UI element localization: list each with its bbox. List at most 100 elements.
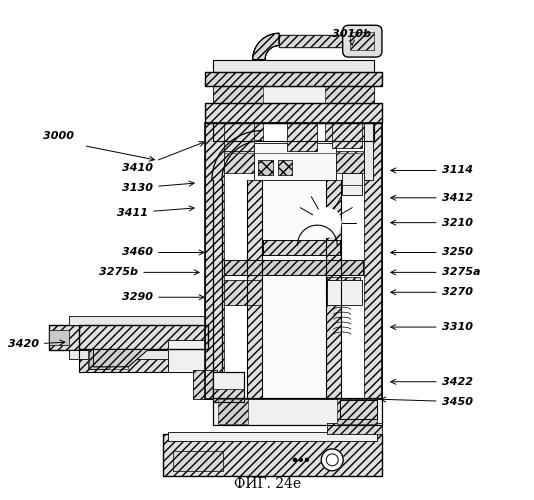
Bar: [213, 372, 244, 402]
Bar: [279, 34, 358, 47]
Circle shape: [305, 458, 308, 462]
Circle shape: [294, 458, 296, 462]
Text: 3275a: 3275a: [391, 268, 480, 278]
Bar: [257, 160, 272, 176]
Bar: [326, 180, 341, 399]
Bar: [224, 123, 254, 150]
Bar: [205, 104, 382, 123]
Text: 3412: 3412: [391, 193, 473, 203]
Bar: [163, 434, 382, 476]
Bar: [213, 389, 244, 402]
Text: 3450: 3450: [381, 396, 473, 406]
Bar: [173, 452, 223, 471]
Bar: [332, 123, 362, 148]
Bar: [257, 160, 272, 176]
Bar: [224, 260, 363, 275]
Bar: [193, 370, 217, 399]
Bar: [327, 278, 359, 290]
Bar: [337, 399, 377, 424]
Bar: [49, 330, 69, 345]
Bar: [364, 123, 382, 399]
Bar: [78, 324, 208, 349]
Bar: [69, 350, 218, 360]
Circle shape: [300, 458, 302, 462]
Bar: [69, 316, 213, 324]
Bar: [224, 280, 262, 304]
Circle shape: [311, 208, 341, 238]
Text: 3420: 3420: [8, 340, 65, 349]
Bar: [213, 398, 382, 425]
Bar: [340, 400, 377, 419]
Bar: [213, 398, 382, 425]
Bar: [213, 60, 374, 72]
Bar: [78, 324, 208, 349]
Bar: [332, 123, 362, 148]
Circle shape: [321, 449, 343, 471]
Bar: [218, 399, 248, 424]
Text: 3210: 3210: [391, 218, 473, 228]
Bar: [205, 123, 382, 399]
Text: 3250: 3250: [391, 248, 473, 258]
Bar: [49, 324, 218, 350]
Bar: [213, 372, 244, 402]
Bar: [327, 278, 359, 290]
Bar: [224, 123, 254, 150]
Bar: [193, 370, 217, 399]
Text: ФИГ. 24e: ФИГ. 24e: [234, 477, 301, 491]
Bar: [263, 240, 340, 255]
Bar: [350, 32, 374, 50]
Text: 3410: 3410: [122, 142, 205, 173]
Bar: [163, 434, 382, 476]
Bar: [279, 34, 358, 47]
Bar: [173, 452, 223, 471]
Bar: [287, 123, 317, 150]
Text: 3010b: 3010b: [332, 28, 371, 45]
Bar: [213, 123, 374, 140]
Text: 3000: 3000: [43, 130, 74, 140]
Polygon shape: [89, 350, 128, 370]
Bar: [278, 160, 293, 176]
Bar: [49, 324, 218, 350]
Bar: [278, 160, 293, 176]
Bar: [325, 86, 374, 104]
Bar: [263, 240, 340, 255]
Bar: [327, 423, 382, 434]
Bar: [78, 349, 218, 372]
Bar: [89, 350, 128, 370]
Bar: [224, 260, 363, 275]
Bar: [336, 150, 364, 173]
Bar: [205, 123, 224, 399]
Text: 3270: 3270: [391, 288, 473, 298]
Bar: [213, 123, 263, 140]
Bar: [205, 72, 382, 86]
Bar: [168, 340, 218, 372]
Bar: [262, 180, 326, 399]
Bar: [327, 280, 362, 304]
Bar: [247, 180, 262, 399]
FancyBboxPatch shape: [343, 26, 382, 57]
Text: 3114: 3114: [391, 166, 473, 175]
Bar: [287, 123, 317, 150]
Text: 3310: 3310: [391, 322, 473, 332]
Text: 3130: 3130: [122, 181, 194, 193]
Bar: [205, 72, 382, 86]
Bar: [342, 173, 362, 196]
Polygon shape: [253, 33, 279, 60]
Bar: [254, 143, 336, 180]
Bar: [325, 123, 374, 140]
Bar: [205, 104, 382, 123]
Bar: [224, 280, 262, 304]
Bar: [213, 86, 263, 104]
Bar: [224, 150, 254, 173]
Bar: [168, 432, 377, 442]
Bar: [327, 423, 382, 434]
Text: 3460: 3460: [122, 248, 204, 258]
Bar: [340, 400, 377, 419]
Text: 3290: 3290: [122, 292, 204, 302]
Text: 3411: 3411: [117, 206, 194, 218]
Text: 3422: 3422: [391, 377, 473, 387]
Bar: [213, 86, 374, 104]
Bar: [364, 123, 373, 180]
Polygon shape: [93, 350, 148, 367]
Text: 3275b: 3275b: [99, 268, 199, 278]
